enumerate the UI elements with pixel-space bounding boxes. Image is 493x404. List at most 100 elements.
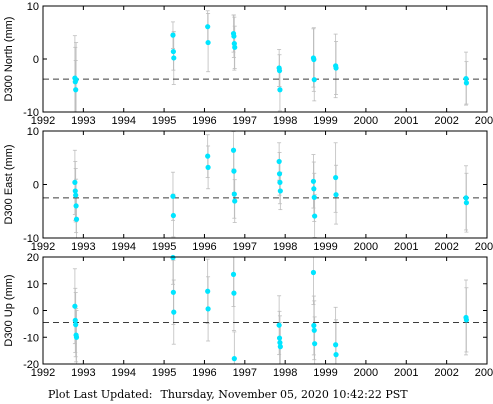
x-tick-label: 1994 xyxy=(111,241,135,253)
data-points xyxy=(72,254,470,362)
y-axis-label: D300 North (mm) xyxy=(3,17,15,102)
data-point xyxy=(205,24,211,30)
data-point xyxy=(73,192,79,198)
x-tick-label: 1994 xyxy=(111,115,135,127)
data-point xyxy=(205,288,211,294)
x-tick-label: 1993 xyxy=(71,241,95,253)
x-tick-label: 2002 xyxy=(434,367,458,379)
y-tick-label: 20 xyxy=(27,252,39,264)
y-axis-label: D300 East (mm) xyxy=(3,144,15,224)
data-point xyxy=(73,334,80,340)
x-tick-label: 2000 xyxy=(354,367,378,379)
plot-frame xyxy=(42,256,488,365)
data-point xyxy=(333,65,339,71)
data-point xyxy=(311,77,317,83)
data-point xyxy=(276,322,282,328)
data-point xyxy=(171,309,177,315)
x-tick-label: 2003 xyxy=(475,115,493,127)
footer-timestamp: Thursday, November 05, 2020 10:42:22 PST xyxy=(160,388,408,401)
data-point xyxy=(231,168,237,174)
data-point xyxy=(463,195,469,201)
y-tick-label: -10 xyxy=(23,107,39,119)
x-tick-label: 2003 xyxy=(475,241,493,253)
x-tick-label: 2003 xyxy=(475,367,493,379)
data-point xyxy=(230,147,237,153)
y-axis-label: D300 Up (mm) xyxy=(3,274,15,346)
x-tick-label: 1996 xyxy=(192,115,216,127)
data-point xyxy=(333,174,339,181)
data-point xyxy=(230,271,237,277)
data-point xyxy=(276,171,283,177)
x-tick-label: 2001 xyxy=(394,115,418,127)
x-tick-label: 1999 xyxy=(313,241,337,253)
data-point xyxy=(311,56,317,63)
data-point xyxy=(276,68,283,74)
y-tick-label: 0 xyxy=(33,306,39,318)
data-point xyxy=(333,192,339,198)
error-bars xyxy=(72,10,469,113)
data-point xyxy=(170,48,176,55)
x-tick-label: 1997 xyxy=(233,367,257,379)
data-point xyxy=(311,186,317,192)
data-point xyxy=(311,327,317,333)
data-point xyxy=(72,303,78,309)
y-tick-label: -10 xyxy=(23,332,39,344)
data-point xyxy=(73,322,79,328)
data-point xyxy=(205,153,211,159)
data-points xyxy=(72,24,470,93)
x-tick-label: 1992 xyxy=(31,367,55,379)
data-point xyxy=(205,306,211,312)
data-point xyxy=(463,200,470,206)
plot-frame xyxy=(42,5,488,113)
plot-frame xyxy=(42,130,488,239)
data-point xyxy=(463,317,470,323)
y-tick-label: -20 xyxy=(23,359,39,371)
east-panel: 1992 1993 1994 1995 1996 1997 1998 1999 2000 2001… xyxy=(3,126,493,253)
data-point xyxy=(170,193,176,199)
x-tick-label: 2001 xyxy=(394,367,418,379)
data-point xyxy=(277,344,283,350)
data-point xyxy=(333,342,339,348)
footer-label: Plot Last Updated: xyxy=(48,388,153,401)
y-tick-label: 10 xyxy=(27,126,39,138)
x-tick-label: 1995 xyxy=(152,241,176,253)
y-tick-label: 0 xyxy=(33,54,39,66)
x-tick-label: 2002 xyxy=(434,115,458,127)
data-point xyxy=(311,194,317,200)
data-point xyxy=(170,32,176,38)
data-point xyxy=(311,322,317,329)
x-tick-label: 1998 xyxy=(273,241,297,253)
error-bars xyxy=(72,131,469,239)
data-point xyxy=(310,269,317,276)
x-tick-label: 2001 xyxy=(394,241,418,253)
data-point xyxy=(276,158,282,165)
x-tick-label: 1995 xyxy=(152,367,176,379)
data-point xyxy=(277,188,283,194)
data-point xyxy=(277,179,283,185)
data-point xyxy=(72,179,78,185)
data-point xyxy=(170,212,176,219)
x-tick-label: 1995 xyxy=(152,115,176,127)
x-tick-label: 1998 xyxy=(273,115,297,127)
data-point xyxy=(312,213,318,219)
y-tick-label: 10 xyxy=(27,1,39,13)
data-point xyxy=(72,317,78,323)
data-point xyxy=(231,33,237,39)
x-tick-label: 1994 xyxy=(111,367,135,379)
data-point xyxy=(232,44,238,50)
plot-footer: Plot Last Updated: Thursday, November 05,… xyxy=(48,388,408,401)
data-point xyxy=(171,55,177,61)
data-point xyxy=(72,188,78,194)
data-point xyxy=(277,340,283,346)
x-tick-label: 2000 xyxy=(354,115,378,127)
x-tick-label: 1992 xyxy=(31,241,55,253)
data-point xyxy=(231,191,237,197)
data-point xyxy=(73,216,80,222)
data-point xyxy=(73,203,79,209)
data-point xyxy=(276,335,283,341)
data-point xyxy=(205,39,211,46)
x-tick-label: 1997 xyxy=(233,115,257,127)
x-tick-label: 1992 xyxy=(31,115,55,127)
up-panel: 1992 1993 1994 1995 1996 1997 1998 1999 2000 2001… xyxy=(3,252,493,379)
x-tick-label: 1997 xyxy=(233,241,257,253)
